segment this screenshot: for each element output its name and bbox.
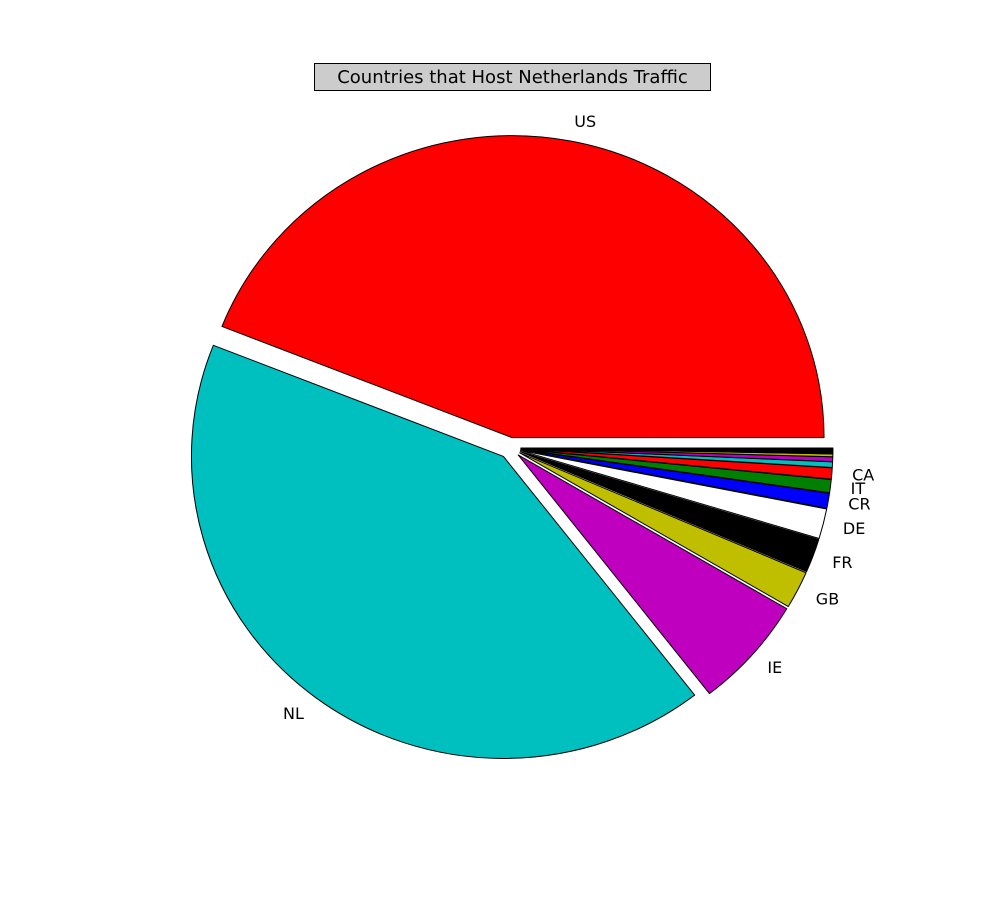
pie-label-de: DE — [843, 519, 865, 538]
chart-title-box: Countries that Host Netherlands Traffic — [314, 63, 711, 91]
pie-slice-gb — [519, 452, 807, 608]
pie-slice-de — [520, 450, 828, 539]
pie-label-ie: IE — [767, 658, 782, 677]
pie-label-it: IT — [851, 479, 866, 498]
pie-label-us: US — [574, 112, 596, 131]
pie-label-ca: CA — [852, 466, 874, 485]
pie-slice-us — [221, 135, 825, 439]
pie-slices — [190, 135, 834, 759]
pie-label-cr: CR — [848, 495, 870, 514]
pie-slice-fr — [519, 451, 820, 573]
pie-slice-ie — [517, 454, 788, 695]
pie-label-fr: FR — [832, 553, 852, 572]
pie-slice-nl — [190, 344, 696, 759]
pie-slice-cr — [520, 449, 831, 509]
pie-label-nl: NL — [283, 704, 304, 723]
pie-label-gb: GB — [816, 589, 839, 608]
chart-title: Countries that Host Netherlands Traffic — [337, 66, 688, 88]
pie-slice-small-14 — [520, 447, 834, 451]
